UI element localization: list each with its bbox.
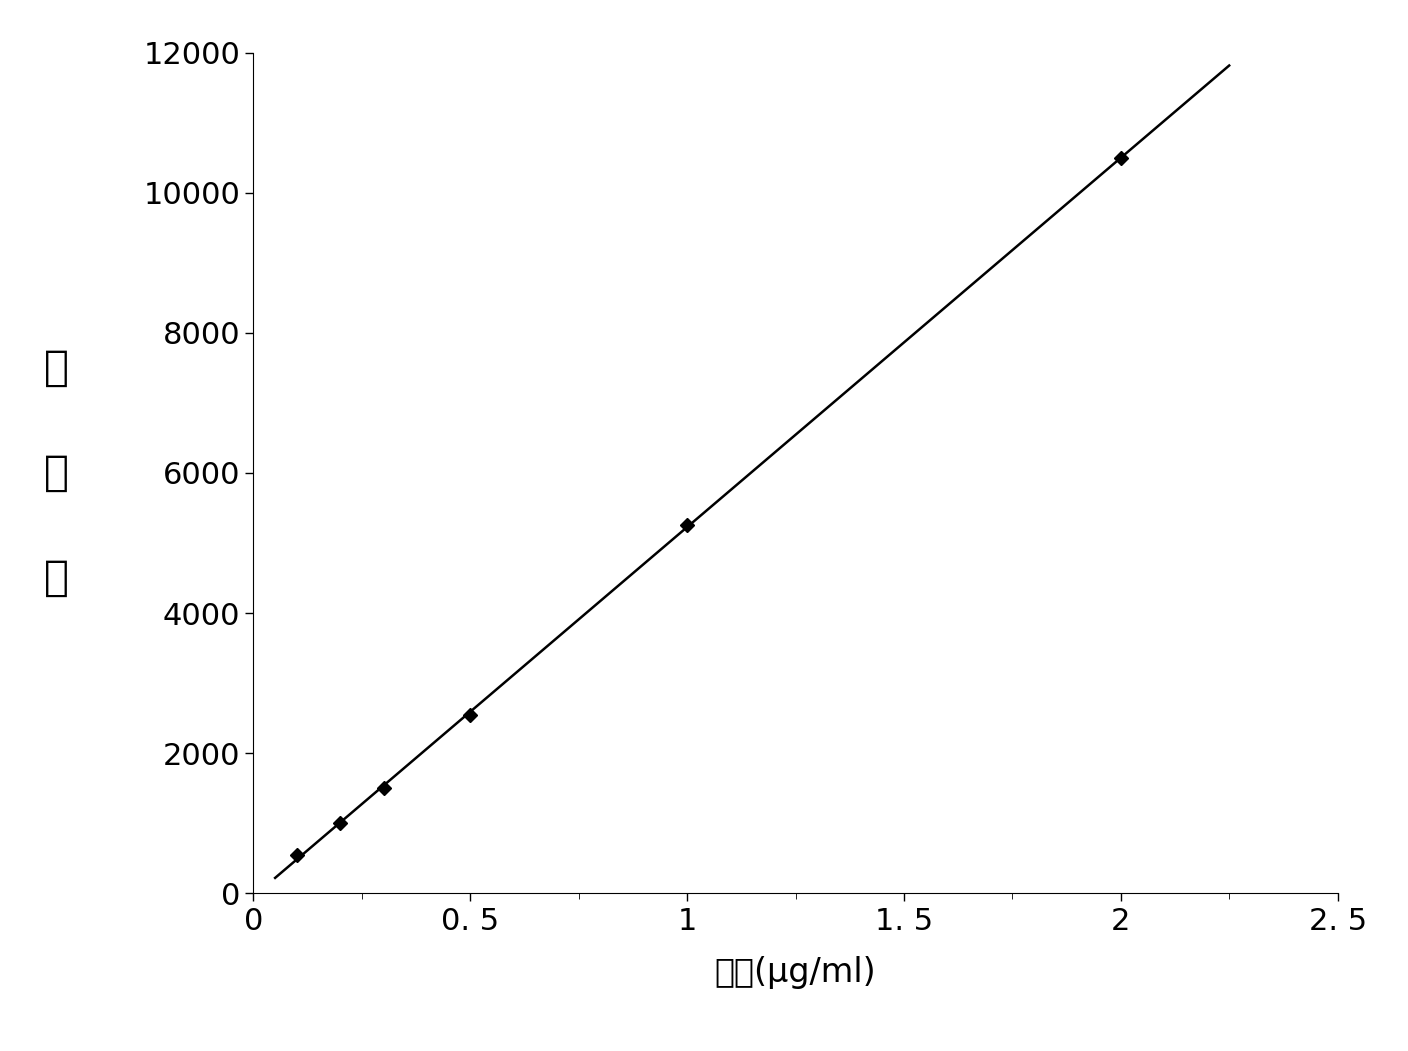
Text: 积: 积 [44, 557, 69, 599]
Text: 峰: 峰 [44, 347, 69, 389]
Text: 面: 面 [44, 452, 69, 494]
X-axis label: 浓度(μg/ml): 浓度(μg/ml) [715, 956, 876, 989]
